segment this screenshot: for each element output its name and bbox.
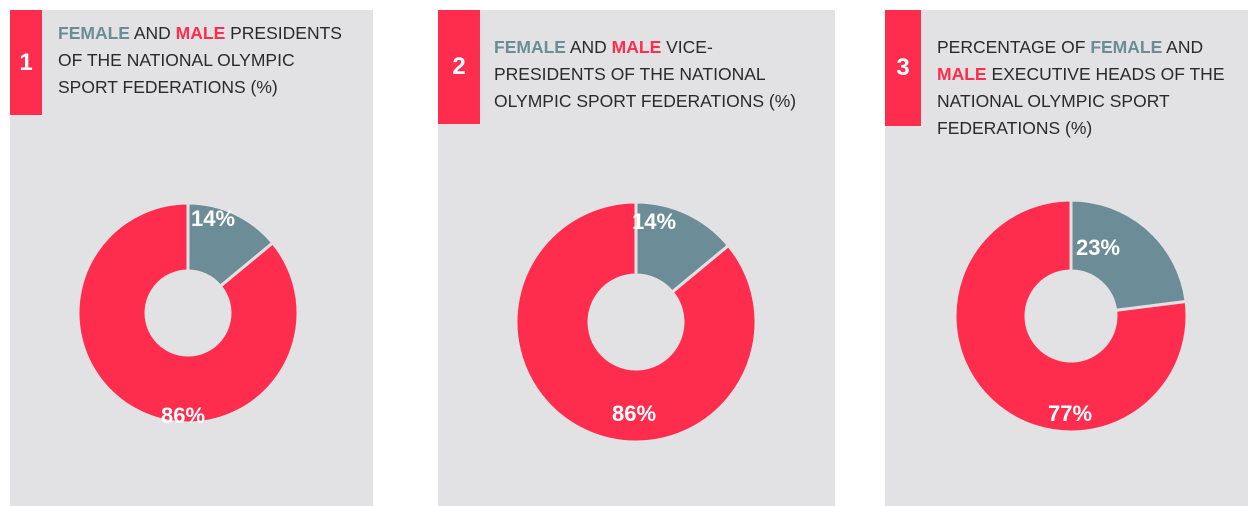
title-prefix: PERCENTAGE OF [937,37,1091,57]
chart-number: 3 [896,54,910,81]
chart-number-badge: 1 [10,10,42,115]
donut-chart: 14% 86% [78,201,300,428]
male-value-label: 86% [161,403,205,428]
female-value-label: 14% [632,209,676,234]
title-female-word: FEMALE [494,37,566,57]
male-slice [78,201,300,425]
chart-number-badge: 2 [438,10,480,124]
chart-panel-1: 1 FEMALE AND MALE PRESIDENTS OF THE NATI… [10,10,373,506]
donut-chart: 14% 86% [516,200,758,444]
title-male-word: MALE [611,37,662,57]
title-male-word: MALE [937,64,987,84]
female-slice [186,201,275,289]
title-and: AND [129,23,176,43]
chart-title: PERCENTAGE OF FEMALE AND MALE EXECUTIVE … [937,34,1242,142]
chart-panel-2: 2 FEMALE AND MALE VICE-PRESIDENTS OF THE… [438,10,835,506]
title-female-word: FEMALE [58,23,130,43]
title-rest: EXECUTIVE HEADS OF THE NATIONAL OLYMPIC … [937,64,1225,138]
title-rest: VICE-PRESIDENTS OF THE NATIONAL OLYMPIC … [494,37,797,111]
female-value-label: 23% [1076,235,1120,260]
chart-number: 1 [19,48,33,76]
chart-title: FEMALE AND MALE VICE-PRESIDENTS OF THE N… [494,34,821,115]
title-female-word: FEMALE [1090,37,1163,57]
donut-chart: 23% 77% [955,198,1189,434]
chart-panel-3: 3 PERCENTAGE OF FEMALE AND MALE EXECUTIV… [885,10,1248,506]
male-slice [516,200,758,444]
title-rest: PRESIDENTS OF THE NATIONAL OLYMPIC SPORT… [58,23,342,97]
chart-number: 2 [452,53,466,80]
chart-title: FEMALE AND MALE PRESIDENTS OF THE NATION… [58,20,359,101]
male-value-label: 77% [1048,401,1092,426]
male-slice [955,198,1189,434]
title-male-word: MALE [175,23,226,43]
chart-number-badge: 3 [885,10,921,126]
title-and: AND [1162,37,1204,57]
female-value-label: 14% [191,206,235,231]
male-value-label: 86% [612,401,656,426]
female-slice [1069,198,1188,313]
title-and: AND [565,37,612,57]
